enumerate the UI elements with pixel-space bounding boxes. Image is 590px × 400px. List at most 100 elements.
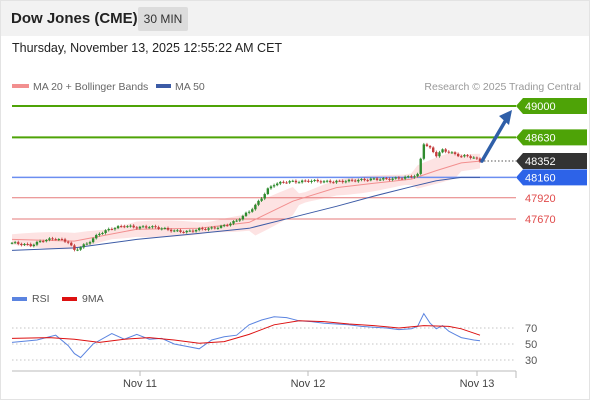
price-candle (279, 180, 282, 186)
price-candle (432, 146, 435, 154)
price-candle (307, 179, 310, 183)
rsi-legend-swatch (12, 297, 27, 301)
rsi-line (11, 312, 481, 359)
price-candle (132, 224, 135, 229)
price-candle (382, 177, 385, 182)
price-candle (329, 179, 332, 184)
ma20-legend-label: MA 20 + Bollinger Bands (33, 81, 148, 93)
x-tick-label: Nov 11 (123, 378, 157, 390)
level-label-48352: 48352 (525, 156, 556, 168)
price-candle (291, 179, 294, 183)
price-candle (472, 156, 475, 159)
rsi-tick-50: 50 (525, 339, 537, 351)
price-candle (347, 178, 351, 183)
price-candle (450, 151, 454, 154)
price-candle (478, 157, 482, 163)
price-candle (201, 226, 204, 231)
price-candle (166, 226, 170, 232)
price-candle (335, 179, 338, 184)
price-candle (410, 174, 413, 179)
price-candle (241, 214, 245, 221)
ma50-legend-swatch (156, 84, 171, 88)
level-labels: 49000 48630 48352 48160 47920 47670 (516, 98, 587, 226)
arrow-shaft (480, 116, 509, 163)
price-candle (394, 176, 397, 180)
price-candle (207, 227, 210, 232)
price-candle (176, 229, 179, 232)
price-candle (88, 240, 92, 246)
price-candle (198, 227, 201, 232)
price-candle (341, 179, 344, 184)
price-candle (300, 179, 304, 184)
price-candle (422, 142, 426, 161)
ma20-line (11, 160, 481, 242)
price-candle (416, 172, 419, 178)
ma50-legend-label: MA 50 (175, 81, 205, 93)
level-tag-48352 (516, 153, 587, 170)
price-candle (425, 142, 429, 148)
price-candle (173, 229, 176, 233)
price-candle (210, 226, 213, 230)
price-candle (400, 177, 404, 180)
price-candle (285, 180, 288, 184)
interval-button[interactable]: 30 MIN (138, 7, 188, 31)
x-axis-labels: Nov 11 Nov 12 Nov 13 (123, 371, 494, 390)
price-candle (57, 238, 60, 242)
price-candle (310, 179, 313, 184)
price-candle (66, 240, 70, 245)
price-candle (126, 225, 129, 228)
price-candle (151, 225, 154, 229)
price-candle (185, 230, 188, 234)
price-candle (213, 225, 216, 230)
price-candle (110, 227, 114, 231)
price-candle (229, 222, 232, 227)
price-candle (163, 226, 167, 230)
price-candle (29, 242, 32, 248)
price-candle (216, 226, 220, 230)
price-candle (135, 226, 138, 230)
price-candle (344, 179, 348, 184)
rsi-ma-line (11, 320, 481, 344)
price-candle (282, 180, 285, 184)
projection-arrow (480, 110, 512, 163)
price-levels (12, 105, 516, 220)
price-candle (120, 224, 123, 228)
price-candle (369, 177, 372, 182)
price-candle (54, 237, 57, 241)
copyright-text: Research © 2025 Trading Central (424, 81, 581, 93)
level-tag-49000 (516, 98, 587, 114)
price-candle (107, 227, 110, 232)
bollinger-band-area (12, 151, 480, 250)
price-candle (73, 243, 76, 252)
price-candle (263, 192, 266, 201)
ma20-legend-swatch (12, 84, 29, 88)
level-label-48630: 48630 (525, 132, 556, 144)
bollinger-bands (12, 151, 480, 250)
price-candle (435, 150, 438, 158)
price-candle (51, 236, 54, 241)
price-candle (313, 179, 316, 183)
price-candle (48, 237, 51, 242)
price-candle (63, 237, 67, 243)
x-tick-label: Nov 13 (460, 378, 495, 390)
timestamp: Thursday, November 13, 2025 12:55:22 AM … (12, 41, 283, 55)
price-candle (91, 237, 95, 244)
price-candle (188, 229, 192, 232)
moving-averages (11, 160, 481, 251)
price-candle (95, 233, 98, 240)
price-candle (322, 179, 326, 184)
price-candle (70, 241, 73, 247)
price-candle (360, 178, 363, 182)
level-label-49000: 49000 (525, 101, 556, 113)
price-candle (182, 230, 185, 234)
price-candle (157, 225, 160, 230)
price-candle (269, 185, 273, 190)
price-candle (460, 154, 463, 158)
price-candle (251, 207, 254, 213)
rsi-panel: 70 50 30 (11, 312, 537, 367)
ma50-line (11, 176, 480, 251)
price-candle (191, 229, 195, 233)
price-candle (154, 224, 157, 229)
price-candle (10, 241, 14, 245)
price-candle (388, 177, 391, 182)
